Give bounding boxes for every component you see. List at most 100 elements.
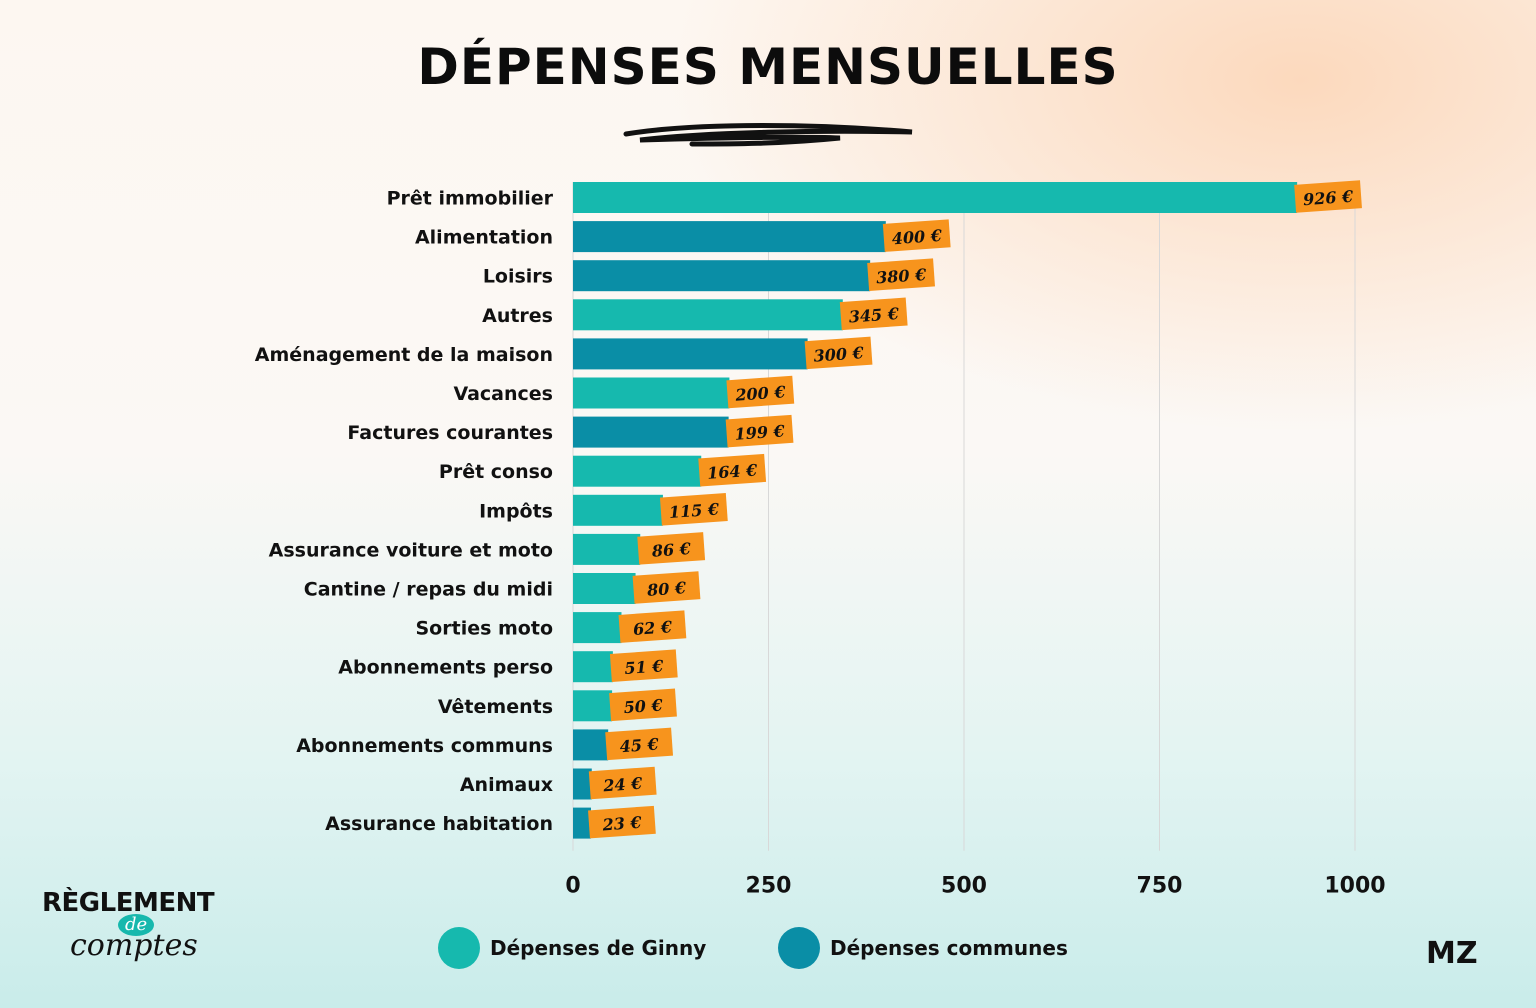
category-label: Assurance habitation [325, 813, 553, 835]
category-label: Loisirs [483, 266, 553, 288]
data-label: 380 € [876, 265, 928, 288]
bar [573, 338, 808, 370]
data-label-tag: 200 € [726, 375, 795, 409]
x-tick-label: 750 [1137, 874, 1183, 899]
data-label-tag: 345 € [839, 297, 908, 331]
bar [573, 416, 729, 448]
category-label: Impôts [479, 500, 553, 522]
data-label-tag: 300 € [804, 336, 873, 370]
data-label-tag: 115 € [659, 493, 728, 526]
data-label-background [609, 688, 677, 722]
logo-text-line1: RÈGLEMENT [42, 888, 215, 918]
data-label-background [609, 649, 678, 682]
legend-label-ginny: Dépenses de Ginny [490, 936, 707, 960]
data-label: 80 € [645, 578, 687, 600]
data-label-tag: 380 € [867, 258, 935, 291]
data-label: 24 € [602, 774, 644, 796]
data-label-tag: 80 € [632, 571, 701, 604]
brand-logo-reglement-de-comptes: RÈGLEMENT de comptes [40, 888, 240, 978]
data-label-tag: 199 € [725, 414, 794, 448]
bar [573, 455, 702, 487]
logo-text-line2: de [118, 914, 155, 936]
bar [573, 768, 592, 800]
x-tick-label: 0 [565, 874, 580, 899]
bar [573, 494, 663, 526]
data-label: 926 € [1303, 187, 1355, 210]
data-label-background [605, 727, 674, 761]
category-label: Abonnements perso [338, 657, 553, 679]
data-label-background [698, 453, 767, 487]
data-label-tag: 50 € [609, 688, 677, 722]
data-label: 345 € [848, 304, 900, 327]
x-tick-label: 250 [746, 874, 792, 899]
category-label: Factures courantes [347, 422, 553, 444]
category-label: Assurance voiture et moto [269, 539, 553, 561]
legend-label-communes: Dépenses communes [830, 936, 1068, 960]
data-label-tag: 51 € [609, 649, 678, 682]
brand-logo-mz: MZ [1426, 936, 1478, 971]
category-label: Prêt immobilier [387, 188, 554, 210]
bar [573, 377, 730, 409]
data-label: 199 € [734, 421, 786, 444]
data-label-background [588, 766, 657, 800]
bar [573, 182, 1298, 213]
bar [573, 299, 843, 331]
data-label-background [804, 336, 873, 370]
data-label: 45 € [619, 735, 660, 757]
data-label-tag: 86 € [637, 532, 706, 565]
category-label: Alimentation [415, 227, 553, 249]
title-brush-underline [623, 123, 913, 147]
category-label: Vacances [453, 383, 553, 405]
data-label-background [725, 414, 794, 448]
legend-swatch-ginny [438, 927, 480, 969]
data-label-background [618, 610, 687, 643]
bar-chart: 0 250 500 750 1000 Prêt immobilier 926 € Alimen… [255, 180, 1386, 899]
data-label-background [839, 297, 908, 331]
data-label-background [637, 532, 706, 565]
bar [573, 260, 871, 292]
data-label: 164 € [707, 460, 759, 483]
x-tick-label: 500 [941, 874, 987, 899]
data-label-tag: 164 € [698, 453, 767, 487]
category-label: Vêtements [438, 696, 553, 718]
data-label-tag: 45 € [605, 727, 674, 761]
bar [573, 221, 886, 253]
category-label: Sorties moto [416, 618, 554, 640]
data-label-tag: 400 € [882, 219, 951, 252]
data-label: 200 € [734, 382, 787, 405]
data-label-background [1294, 180, 1362, 213]
category-label: Prêt conso [439, 461, 553, 483]
category-label: Abonnements communs [296, 735, 553, 757]
data-label-background [588, 805, 656, 839]
data-label: 86 € [650, 539, 692, 561]
category-label: Aménagement de la maison [255, 344, 553, 366]
legend-swatch-communes [778, 927, 820, 969]
bar [573, 612, 622, 644]
data-label: 51 € [624, 656, 665, 678]
data-label-background [632, 571, 701, 604]
data-label-tag: 926 € [1294, 180, 1362, 213]
chart-title: DÉPENSES MENSUELLES [417, 38, 1119, 96]
data-label: 400 € [891, 226, 943, 249]
data-label: 115 € [668, 500, 720, 523]
bar [573, 807, 591, 839]
data-label: 300 € [813, 343, 865, 366]
logo-text-line3: comptes [70, 928, 198, 963]
category-label: Cantine / repas du midi [304, 579, 553, 601]
data-label: 23 € [601, 813, 643, 835]
data-label-tag: 62 € [618, 610, 687, 643]
category-label: Autres [482, 305, 553, 327]
legend-item-ginny: Dépenses de Ginny [438, 926, 706, 970]
data-label: 50 € [623, 695, 664, 717]
legend-item-communes: Dépenses communes [778, 926, 1068, 970]
bar [573, 690, 613, 722]
category-label: Animaux [460, 774, 553, 796]
data-label-background [882, 219, 951, 252]
x-tick-label: 1000 [1324, 874, 1385, 899]
bar [573, 573, 636, 604]
bar [573, 533, 641, 565]
data-label: 62 € [632, 617, 673, 639]
data-label-background [867, 258, 935, 291]
data-label-background [659, 493, 728, 526]
data-label-tag: 23 € [588, 805, 656, 839]
